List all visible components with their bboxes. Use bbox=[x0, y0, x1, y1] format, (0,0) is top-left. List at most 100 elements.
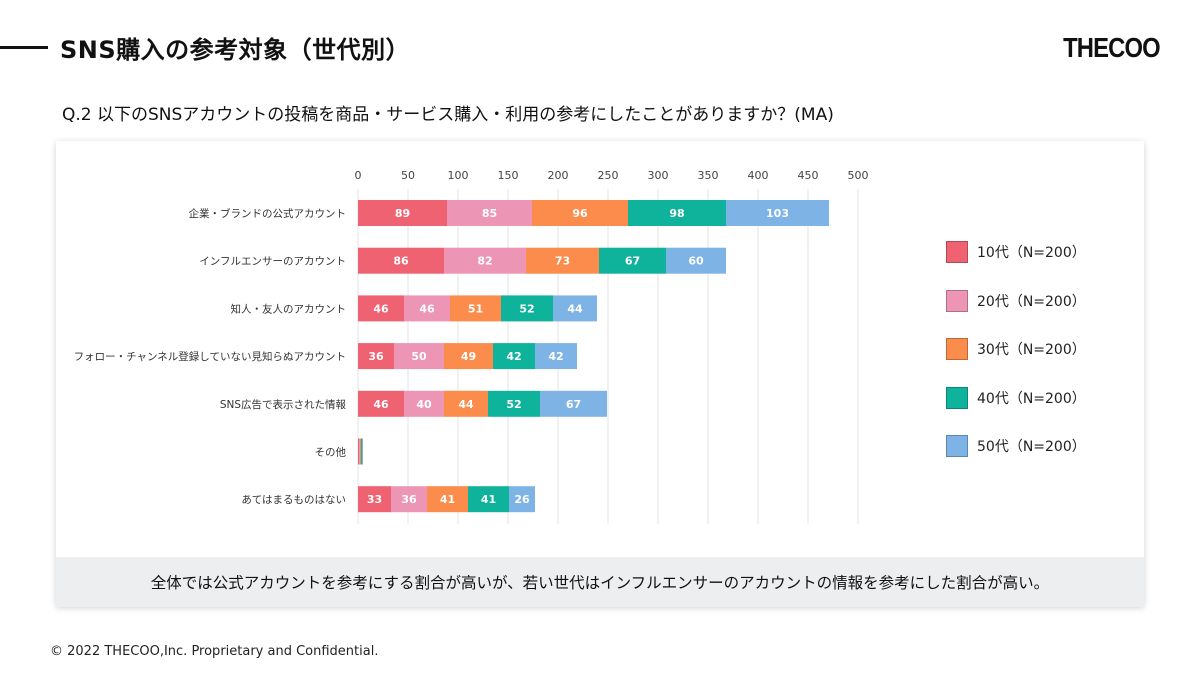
bar-segment bbox=[628, 200, 726, 226]
bar-segment bbox=[360, 438, 361, 465]
x-tick-label: 300 bbox=[648, 169, 669, 182]
summary-banner: 全体では公式アカウントを参考にする割合が高いが、若い世代はインフルエンサーのアカ… bbox=[56, 557, 1144, 607]
legend-swatch bbox=[946, 338, 968, 360]
bar-segment bbox=[447, 200, 532, 226]
category-label: その他 bbox=[315, 446, 347, 459]
legend-swatch bbox=[946, 289, 968, 312]
data-label: 60 bbox=[688, 255, 704, 268]
bar-segment bbox=[358, 295, 404, 322]
bar-segment bbox=[599, 247, 666, 274]
bar-segment bbox=[493, 343, 535, 370]
data-label: 103 bbox=[766, 207, 789, 220]
data-label: 51 bbox=[468, 302, 483, 315]
data-label: 49 bbox=[461, 350, 476, 363]
x-tick-label: 450 bbox=[798, 169, 819, 182]
data-label: 44 bbox=[458, 398, 474, 411]
data-label: 44 bbox=[567, 302, 583, 315]
data-label: 40 bbox=[416, 398, 432, 411]
bar-segment bbox=[726, 200, 829, 226]
data-label: 73 bbox=[555, 255, 570, 268]
data-label: 41 bbox=[440, 493, 455, 506]
bar-segment bbox=[404, 295, 450, 322]
bar-segment bbox=[362, 438, 363, 465]
legend-label: 10代（N=200） bbox=[977, 245, 1086, 261]
bar-segment bbox=[468, 486, 509, 513]
stacked-bar-chart: 0 50 100 150 200 250 300 350 400 450 500 企業・ブランドの公式… bbox=[74, 169, 869, 524]
legend-swatch bbox=[946, 435, 968, 457]
bar-segment bbox=[427, 486, 468, 513]
bar-segment bbox=[358, 390, 404, 417]
data-label: 82 bbox=[477, 255, 492, 268]
category-label: フォロー・チャンネル登録していない見知らぬアカウント bbox=[74, 350, 346, 363]
x-tick-label: 500 bbox=[848, 169, 869, 182]
bar-segment bbox=[532, 200, 628, 226]
x-tick-label: 350 bbox=[698, 169, 719, 182]
x-tick-label: 150 bbox=[498, 169, 519, 182]
legend-label: 50代（N=200） bbox=[977, 439, 1086, 455]
legend-item: 10代（N=200） bbox=[946, 240, 1086, 264]
data-label: 67 bbox=[625, 255, 640, 268]
data-label: 52 bbox=[519, 302, 534, 315]
x-tick-label: 400 bbox=[748, 169, 769, 182]
bar-segment bbox=[358, 343, 394, 370]
bar-segment bbox=[361, 438, 362, 465]
legend-label: 30代（N=200） bbox=[977, 342, 1086, 358]
data-label: 42 bbox=[548, 350, 563, 363]
legend-item: 20代（N=200） bbox=[946, 289, 1086, 313]
x-tick-label: 200 bbox=[548, 169, 569, 182]
data-label: 26 bbox=[514, 493, 530, 506]
bar-segment bbox=[501, 295, 553, 322]
data-label: 89 bbox=[395, 207, 410, 220]
data-label: 96 bbox=[572, 207, 588, 220]
data-label: 67 bbox=[566, 398, 581, 411]
chart-card: 0 50 100 150 200 250 300 350 400 450 500 企業・ブランドの公式… bbox=[56, 141, 1144, 607]
data-label: 50 bbox=[411, 350, 427, 363]
category-label: 企業・ブランドの公式アカウント bbox=[189, 207, 347, 220]
bar-segment bbox=[391, 486, 427, 513]
summary-text: 全体では公式アカウントを参考にする割合が高いが、若い世代はインフルエンサーのアカ… bbox=[150, 574, 1050, 592]
data-label: 42 bbox=[506, 350, 521, 363]
category-label: あてはまるものはない bbox=[241, 494, 346, 506]
data-label: 98 bbox=[669, 207, 684, 220]
data-label: 41 bbox=[481, 493, 496, 506]
bar-segment bbox=[358, 247, 444, 274]
bar-segment bbox=[666, 247, 726, 274]
legend-label: 20代（N=200） bbox=[977, 293, 1086, 310]
data-label: 85 bbox=[482, 207, 497, 220]
bar-segment bbox=[450, 295, 501, 322]
bar-segment bbox=[358, 486, 391, 513]
legend-item: 50代（N=200） bbox=[946, 434, 1086, 458]
x-tick-label: 50 bbox=[401, 169, 415, 182]
bar-segment bbox=[488, 390, 540, 417]
copyright-footer: © 2022 THECOO,Inc. Proprietary and Confi… bbox=[50, 644, 379, 659]
chart-legend: 10代（N=200） 20代（N=200） 30代（N=200） 40代（N=200）… bbox=[946, 240, 1086, 483]
legend-item: 30代（N=200） bbox=[946, 337, 1086, 361]
category-label: SNS広告で表示された情報 bbox=[220, 398, 347, 411]
bar-segment bbox=[444, 247, 526, 274]
bar-segment bbox=[509, 486, 535, 513]
bar-segment bbox=[535, 343, 577, 370]
bar-segment bbox=[358, 438, 359, 465]
bar-segment bbox=[394, 343, 444, 370]
bar-segment bbox=[444, 390, 488, 417]
bar-segment bbox=[444, 343, 493, 370]
x-tick-label: 250 bbox=[598, 169, 619, 182]
category-label: 知人・友人のアカウント bbox=[231, 302, 347, 315]
bar-segment bbox=[358, 200, 447, 226]
data-label: 46 bbox=[373, 398, 389, 411]
data-label: 86 bbox=[393, 255, 409, 268]
legend-swatch bbox=[946, 241, 968, 263]
bar-segment bbox=[526, 247, 599, 274]
bar-segment bbox=[540, 390, 607, 417]
bar-segment bbox=[404, 390, 444, 417]
x-tick-label: 0 bbox=[355, 169, 362, 182]
data-label: 46 bbox=[373, 302, 389, 315]
data-label: 36 bbox=[368, 350, 384, 363]
data-label: 46 bbox=[419, 302, 435, 315]
data-label: 36 bbox=[401, 493, 417, 506]
x-tick-label: 100 bbox=[448, 169, 469, 182]
survey-question: Q.2 以下のSNSアカウントの投稿を商品・サービス購入・利用の参考にしたことが… bbox=[62, 105, 834, 125]
data-label: 33 bbox=[367, 493, 382, 506]
category-label: インフルエンサーのアカウント bbox=[199, 256, 346, 268]
company-logo: THECOO bbox=[1063, 32, 1161, 63]
